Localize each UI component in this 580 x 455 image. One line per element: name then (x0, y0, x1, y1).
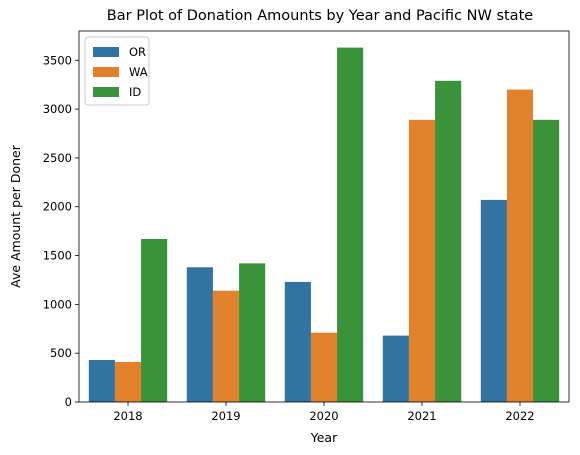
plot-frame (78, 30, 570, 403)
legend: OR WA ID (84, 36, 150, 106)
bar-or-2022 (480, 199, 507, 402)
bar-or-2019 (186, 267, 213, 402)
y-tick-label: 500 (50, 346, 72, 360)
y-axis-ticks: 0 500 1000 1500 2000 2500 3000 3500 (43, 53, 79, 409)
bar-wa-2022 (506, 89, 534, 402)
y-tick-label: 1000 (43, 297, 72, 311)
y-tick-label: 0 (65, 395, 72, 409)
x-axis-label: Year (310, 430, 338, 445)
x-tick-label: 2018 (113, 409, 142, 423)
y-tick-label: 3500 (43, 53, 72, 67)
bar-id-2022 (533, 119, 560, 403)
bar-wa-2019 (212, 290, 240, 402)
legend-swatch-or (93, 47, 119, 57)
x-tick-label: 2020 (309, 409, 338, 423)
x-tick-label: 2022 (505, 409, 534, 423)
bar-or-2021 (382, 335, 409, 402)
legend-label-wa: WA (129, 65, 148, 79)
bar-id-2019 (239, 263, 266, 402)
x-tick-label: 2019 (211, 409, 240, 423)
legend-label-or: OR (129, 45, 146, 59)
bars-group (88, 47, 560, 403)
bar-wa-2021 (408, 119, 436, 403)
chart-title: Bar Plot of Donation Amounts by Year and… (107, 8, 533, 24)
bar-id-2018 (141, 238, 168, 402)
legend-swatch-id (93, 87, 119, 97)
bar-or-2018 (88, 360, 115, 402)
bar-wa-2020 (310, 332, 338, 402)
bar-or-2020 (284, 281, 311, 402)
bar-id-2021 (435, 80, 462, 402)
bar-id-2020 (337, 47, 364, 402)
y-tick-label: 3000 (43, 102, 72, 116)
x-tick-label: 2021 (407, 409, 436, 423)
legend-label-id: ID (129, 85, 141, 99)
y-tick-label: 2000 (43, 200, 72, 214)
y-tick-label: 1500 (43, 249, 72, 263)
x-axis-ticks: 2018 2019 2020 2021 2022 (113, 402, 535, 423)
y-tick-label: 2500 (43, 151, 72, 165)
y-axis-label: Ave Amount per Doner (8, 144, 23, 288)
bar-wa-2018 (114, 361, 142, 402)
legend-swatch-wa (93, 67, 119, 77)
